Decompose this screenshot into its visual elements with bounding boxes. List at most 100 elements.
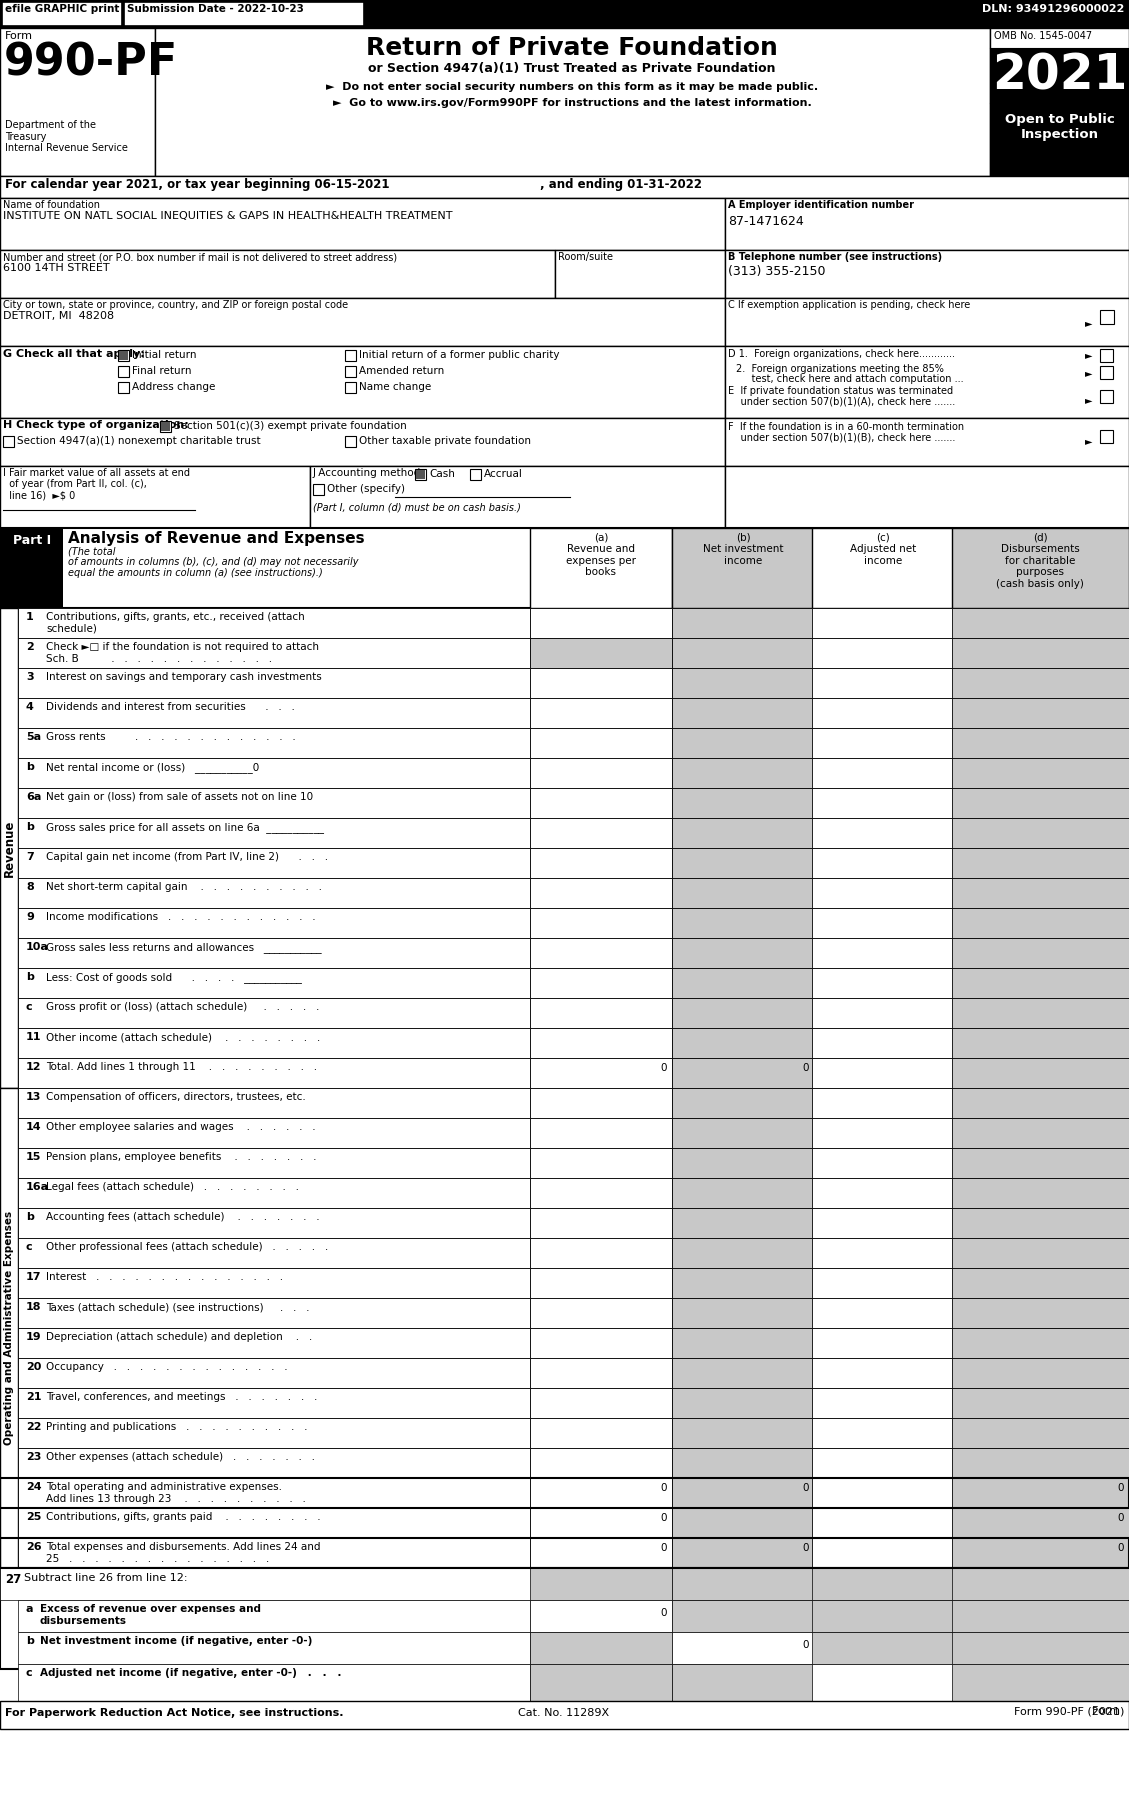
Text: Other employee salaries and wages    .   .   .   .   .   .: Other employee salaries and wages . . . … [46,1122,316,1133]
Text: Revenue: Revenue [2,820,16,877]
Text: 13: 13 [26,1091,42,1102]
Bar [672,698,814,728]
Bar [952,1178,1129,1208]
Text: under section 507(b)(1)(A), check here .......: under section 507(b)(1)(A), check here .… [728,396,955,406]
Bar [530,1509,672,1537]
Bar [672,1298,814,1329]
Bar [530,908,672,939]
Bar [812,1208,954,1239]
Bar [672,1118,814,1147]
Bar [812,1388,954,1419]
Text: 16a: 16a [26,1181,50,1192]
Bar [952,788,1129,818]
Text: C If exemption application is pending, check here: C If exemption application is pending, c… [728,300,970,309]
Text: a: a [26,1604,34,1615]
Bar [18,1208,530,1239]
Text: Form 990-PF (2021): Form 990-PF (2021) [1014,1706,1124,1715]
Text: Total operating and administrative expenses.
Add lines 13 through 23    .   .   : Total operating and administrative expen… [46,1482,306,1503]
Text: Net gain or (loss) from sale of assets not on line 10: Net gain or (loss) from sale of assets n… [46,791,313,802]
Bar [0,1701,1129,1730]
Text: test, check here and attach computation ...: test, check here and attach computation … [736,374,964,385]
Bar [672,1509,814,1537]
Bar [812,1268,954,1298]
Text: B Telephone number (see instructions): B Telephone number (see instructions) [728,252,942,263]
Bar [672,759,814,788]
Bar [952,1147,1129,1178]
Bar [530,1329,672,1357]
Bar [530,529,672,608]
Text: Part I: Part I [12,534,51,547]
Bar [530,698,672,728]
Bar [0,466,310,529]
Bar [530,1388,672,1419]
Bar [812,529,954,608]
Text: Initial return of a former public charity: Initial return of a former public charit… [359,351,560,360]
Bar [18,1478,530,1509]
Bar [0,250,555,298]
Text: 17: 17 [26,1271,42,1282]
Text: Income modifications   .   .   .   .   .   .   .   .   .   .   .   .: Income modifications . . . . . . . . . .… [46,912,316,922]
Bar [725,198,1129,250]
Text: 0: 0 [803,1640,809,1651]
Bar [812,1568,954,1600]
Text: Final return: Final return [132,367,192,376]
Bar [0,176,1129,198]
Text: Open to Public
Inspection: Open to Public Inspection [1005,113,1114,140]
Bar [530,849,672,877]
Bar [952,908,1129,939]
Text: 7: 7 [26,852,34,861]
Bar [812,849,954,877]
Bar [672,669,814,698]
Bar [990,49,1129,102]
Text: , and ending 01-31-2022: , and ending 01-31-2022 [540,178,702,191]
Bar [530,759,672,788]
Bar [18,1178,530,1208]
Bar [952,1478,1129,1509]
Bar [0,29,1129,176]
Bar [672,1057,814,1088]
Bar [672,1208,814,1239]
Text: Room/suite: Room/suite [558,252,613,263]
Bar [672,1478,814,1509]
Bar [812,638,954,669]
Bar [672,1088,814,1118]
Bar [672,728,814,759]
Bar [530,1268,672,1298]
Bar [812,1057,954,1088]
Text: Operating and Administrative Expenses: Operating and Administrative Expenses [5,1210,14,1446]
Bar [0,1568,1129,1600]
Bar [672,1388,814,1419]
Bar [310,466,725,529]
Text: Amended return: Amended return [359,367,444,376]
Text: Less: Cost of goods sold      .   .   .   .   ___________: Less: Cost of goods sold . . . . _______… [46,973,301,984]
Text: Net short-term capital gain    .   .   .   .   .   .   .   .   .   .: Net short-term capital gain . . . . . . … [46,883,322,892]
Bar [812,759,954,788]
Bar [313,484,324,494]
Text: (c): (c) [876,532,890,541]
Bar [672,1419,814,1447]
Bar [952,939,1129,967]
Bar [812,998,954,1028]
Bar [672,1537,814,1568]
Bar [952,877,1129,908]
Text: line 16)  ►$ 0: line 16) ►$ 0 [3,491,76,500]
Bar [0,417,725,466]
Bar [530,1147,672,1178]
Bar [18,759,530,788]
Text: Department of the
Treasury
Internal Revenue Service: Department of the Treasury Internal Reve… [5,120,128,153]
Bar [725,466,1129,529]
Bar [18,1298,530,1329]
Text: b: b [26,762,34,771]
Text: F  If the foundation is in a 60-month termination: F If the foundation is in a 60-month ter… [728,423,964,432]
Bar [18,698,530,728]
Bar [812,1118,954,1147]
Bar [119,351,129,361]
Text: Gross sales less returns and allowances   ___________: Gross sales less returns and allowances … [46,942,322,953]
Text: 0: 0 [1118,1483,1124,1492]
Bar [530,1419,672,1447]
Text: of year (from Part II, col. (c),: of year (from Part II, col. (c), [3,478,147,489]
Bar [18,1357,530,1388]
Bar [530,877,672,908]
Bar [812,939,954,967]
Bar [812,1178,954,1208]
